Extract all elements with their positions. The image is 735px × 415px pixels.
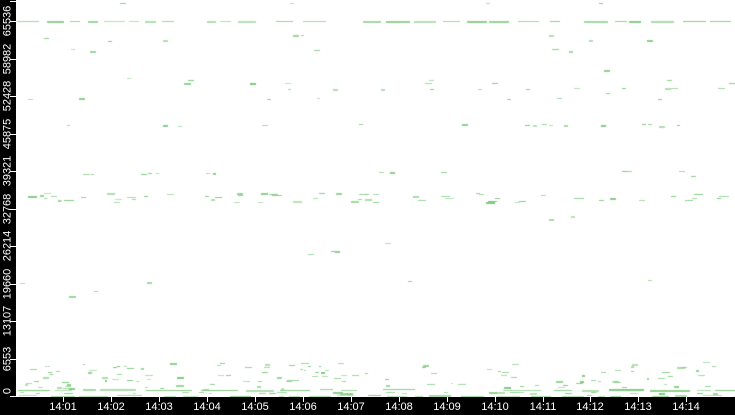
x-tick <box>638 397 639 402</box>
y-tick <box>10 246 16 247</box>
y-tick-label: 39321 <box>1 155 14 187</box>
y-tick-label: 65536 <box>1 5 14 37</box>
x-tick <box>63 397 64 402</box>
x-tick-label: 14:04 <box>193 401 221 413</box>
y-tick <box>10 96 16 97</box>
x-tick-label: 14:06 <box>289 401 317 413</box>
x-tick <box>207 397 208 402</box>
x-tick <box>303 397 304 402</box>
y-tick-label: 45875 <box>1 118 14 150</box>
x-axis: 14:01 14:02 14:03 14:04 14:05 14:06 14:07 14:08… <box>0 397 735 415</box>
x-tick-label: 14:10 <box>481 401 509 413</box>
x-tick <box>255 397 256 402</box>
y-tick-label: 52428 <box>1 80 14 112</box>
y-tick <box>10 21 16 22</box>
y-tick <box>10 359 16 360</box>
x-tick <box>495 397 496 402</box>
x-tick-label: 14:09 <box>433 401 461 413</box>
y-tick-label: 13107 <box>1 305 14 337</box>
x-tick-label: 14:01 <box>49 401 77 413</box>
x-tick-label: 14:08 <box>385 401 413 413</box>
y-axis-end-tick <box>10 1 16 2</box>
y-tick <box>10 284 16 285</box>
y-tick <box>10 134 16 135</box>
x-tick <box>590 397 591 402</box>
x-tick-label: 14:11 <box>529 401 557 413</box>
y-tick-label: 32768 <box>1 193 14 225</box>
x-tick <box>351 397 352 402</box>
scatter-plot-canvas <box>16 0 735 397</box>
x-tick-label: 14:12 <box>576 401 604 413</box>
x-tick <box>543 397 544 402</box>
x-tick <box>111 397 112 402</box>
x-tick-label: 14:13 <box>624 401 652 413</box>
y-tick <box>10 396 16 397</box>
y-tick <box>10 321 16 322</box>
y-tick-label: 6553 <box>1 346 14 372</box>
y-tick-label: 26214 <box>1 230 14 262</box>
x-tick <box>399 397 400 402</box>
y-tick-label: 58982 <box>1 43 14 75</box>
y-tick <box>10 209 16 210</box>
x-tick-label: 14:02 <box>97 401 125 413</box>
y-axis: 0 6553 13107 19660 26214 32768 39321 45875 52428… <box>0 0 16 415</box>
x-tick-label: 14:05 <box>241 401 269 413</box>
x-tick-label: 14:03 <box>145 401 173 413</box>
y-tick-label: 19660 <box>1 268 14 300</box>
x-tick <box>686 397 687 402</box>
x-tick <box>447 397 448 402</box>
y-tick <box>10 171 16 172</box>
y-tick <box>10 59 16 60</box>
x-tick-label: 14:14 <box>672 401 700 413</box>
y-tick-label: 0 <box>1 387 14 395</box>
x-tick-label: 14:07 <box>337 401 365 413</box>
x-tick <box>159 397 160 402</box>
